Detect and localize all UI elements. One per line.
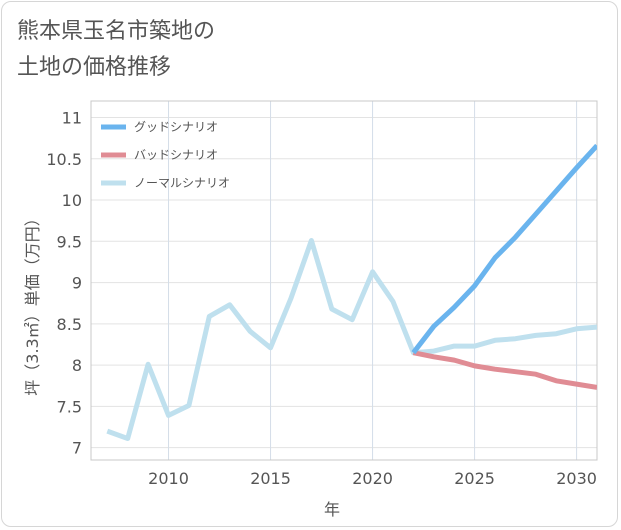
series-line-2: [106, 238, 597, 441]
y-tick-label: 8.5: [57, 315, 82, 334]
series-line-1: [412, 350, 597, 390]
x-tick-label: 2020: [352, 469, 393, 488]
x-axis-label: 年: [324, 500, 340, 519]
legend-label: グッドシナリオ: [134, 120, 218, 134]
y-tick-label: 10.5: [46, 150, 82, 169]
chart-title-line-2: 土地の価格推移: [17, 55, 172, 80]
y-tick-labels: 7 7.5 8 8.5 9 9.5 10 10.5 11: [46, 109, 82, 458]
y-tick-label: 10: [62, 191, 82, 210]
y-tick-label: 9.5: [57, 232, 82, 251]
y-tick-label: 7: [72, 439, 82, 458]
plot-frame: [90, 100, 598, 461]
y-axis-label: 坪（3.3㎡）単価（万円）: [23, 210, 42, 395]
chart-title: 熊本県玉名市築地の 土地の価格推移: [17, 14, 215, 86]
axes: [90, 100, 598, 461]
x-tick-label: 2010: [148, 469, 189, 488]
x-tick-label: 2030: [556, 469, 597, 488]
legend-label: バッドシナリオ: [134, 148, 218, 162]
x-tick-label: 2015: [250, 469, 291, 488]
legend-label: ノーマルシナリオ: [134, 176, 230, 190]
y-tick-label: 8: [72, 356, 82, 375]
series-line-0: [411, 143, 597, 355]
series-lines: [106, 143, 597, 441]
grid-lines: [91, 101, 597, 460]
x-tick-labels: 2010 2015 2020 2025 2030: [148, 469, 597, 488]
chart-title-line-1: 熊本県玉名市築地の: [17, 19, 216, 44]
y-tick-label: 9: [72, 274, 82, 293]
y-tick-label: 11: [62, 109, 82, 128]
x-tick-label: 2025: [454, 469, 495, 488]
y-tick-label: 7.5: [57, 397, 82, 416]
